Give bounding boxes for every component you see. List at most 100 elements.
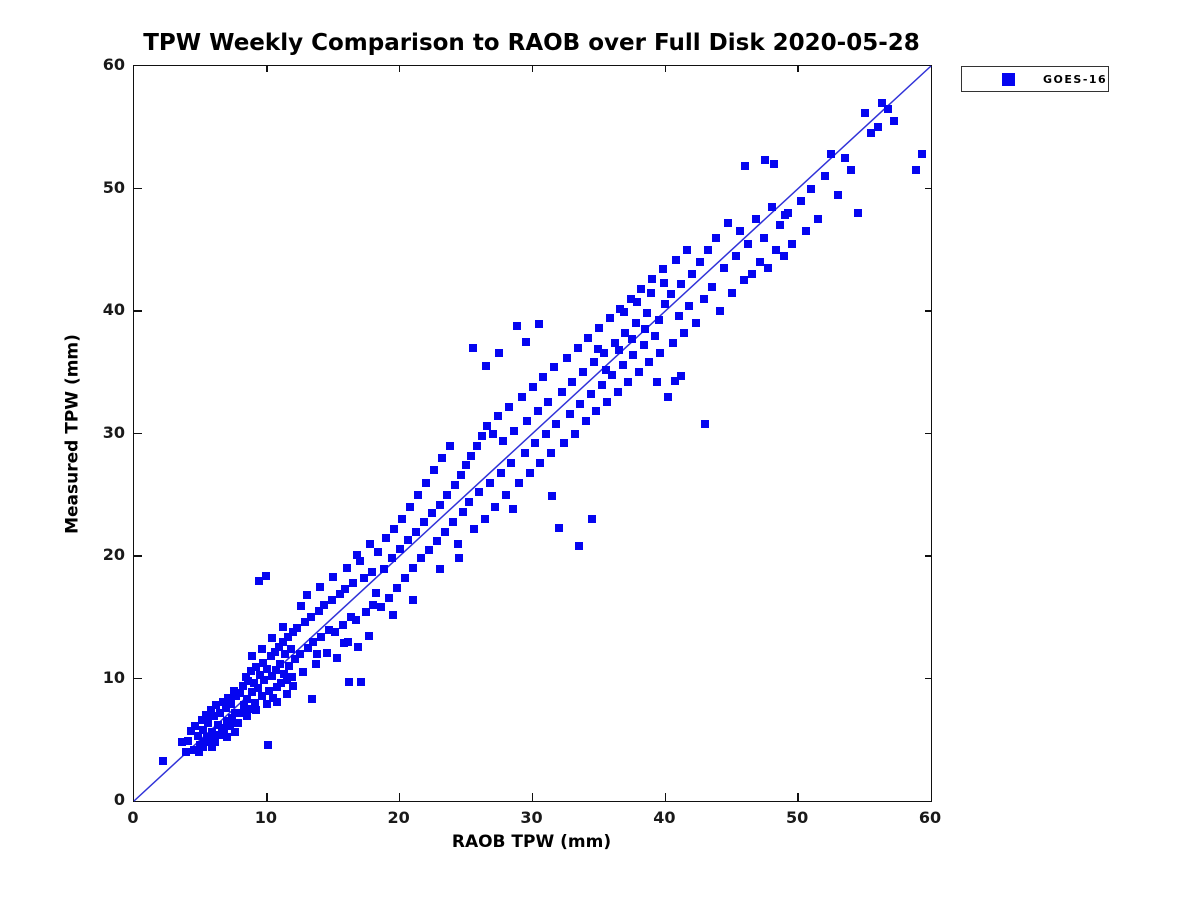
y-tick-label: 20 <box>102 545 125 564</box>
scatter-point <box>315 582 324 591</box>
scatter-point <box>775 221 784 230</box>
tick-mark <box>531 793 534 801</box>
scatter-point <box>640 341 649 350</box>
scatter-point <box>246 667 255 676</box>
scatter-point <box>456 471 465 480</box>
scatter-point <box>508 505 517 514</box>
scatter-point <box>610 338 619 347</box>
scatter-point <box>459 507 468 516</box>
tick-mark <box>134 310 142 312</box>
scatter-point <box>605 314 614 323</box>
scatter-point <box>187 727 196 736</box>
scatter-point <box>451 480 460 489</box>
scatter-point <box>632 319 641 328</box>
scatter-point <box>628 335 637 344</box>
scatter-point <box>245 705 254 714</box>
scatter-point <box>648 275 657 284</box>
scatter-point <box>290 654 299 663</box>
scatter-point <box>448 517 457 526</box>
scatter-point <box>674 311 683 320</box>
scatter-point <box>464 498 473 507</box>
scatter-point <box>298 668 307 677</box>
y-tick-label: 40 <box>102 300 125 319</box>
scatter-point <box>645 358 654 367</box>
scatter-point <box>528 382 537 391</box>
scatter-point <box>621 329 630 338</box>
scatter-point <box>660 278 668 287</box>
scatter-point <box>346 613 355 622</box>
scatter-point <box>258 658 267 667</box>
scatter-point <box>414 490 423 499</box>
scatter-point <box>195 748 204 756</box>
scatter-point <box>341 585 350 594</box>
tick-mark <box>531 66 534 72</box>
scatter-point <box>430 466 439 475</box>
scatter-point <box>211 738 220 747</box>
scatter-point <box>779 251 788 260</box>
scatter-point <box>568 378 577 387</box>
scatter-point <box>181 748 190 756</box>
scatter-point <box>159 756 168 765</box>
scatter-point <box>427 509 436 518</box>
scatter-point <box>440 527 449 536</box>
scatter-point <box>224 694 233 703</box>
scatter-point <box>330 627 339 636</box>
scatter-point <box>250 699 259 707</box>
scatter-point <box>485 478 494 487</box>
scatter-point <box>731 251 740 260</box>
scatter-point <box>389 610 398 619</box>
x-tick-label: 50 <box>786 808 809 827</box>
scatter-point <box>495 348 504 357</box>
tick-mark <box>925 310 931 312</box>
scatter-point <box>278 637 287 646</box>
scatter-point <box>362 608 371 617</box>
y-tick-label: 30 <box>102 422 125 442</box>
scatter-point <box>701 419 710 428</box>
tick-mark <box>664 66 667 72</box>
scatter-point <box>221 703 230 712</box>
scatter-point <box>601 365 610 374</box>
scatter-point <box>703 245 712 254</box>
scatter-point <box>222 733 231 742</box>
scatter-point <box>398 515 407 524</box>
scatter-point <box>873 123 882 132</box>
scatter-point <box>560 439 569 448</box>
scatter-point <box>288 673 297 682</box>
scatter-point <box>658 265 667 274</box>
scatter-point <box>435 565 444 574</box>
scatter-point <box>228 713 237 722</box>
scatter-point <box>365 631 374 640</box>
scatter-point <box>588 515 597 524</box>
scatter-point <box>264 740 273 749</box>
scatter-point <box>544 397 553 406</box>
scatter-point <box>393 583 401 592</box>
scatter-point <box>642 309 651 318</box>
scatter-point <box>677 371 686 380</box>
scatter-point <box>374 548 383 557</box>
scatter-point <box>351 615 360 624</box>
scatter-point <box>274 642 283 651</box>
scatter-point <box>654 315 663 324</box>
scatter-point <box>661 299 670 308</box>
y-tick-label: 60 <box>102 55 125 74</box>
scatter-point <box>257 691 266 700</box>
scatter-point <box>501 490 510 499</box>
scatter-point <box>727 288 736 297</box>
scatter-point <box>912 166 921 175</box>
tick-mark <box>925 677 931 680</box>
scatter-point <box>763 264 772 273</box>
scatter-point <box>814 215 823 224</box>
scatter-point <box>277 679 286 688</box>
scatter-point <box>827 150 836 159</box>
scatter-point <box>531 439 540 448</box>
scatter-point <box>193 732 202 741</box>
scatter-point <box>184 736 193 745</box>
scatter-point <box>353 550 362 559</box>
scatter-point <box>770 160 779 168</box>
scatter-point <box>293 624 302 633</box>
scatter-point <box>400 574 409 583</box>
scatter-point <box>557 387 566 396</box>
scatter-point <box>240 701 249 710</box>
tick-mark <box>266 793 268 801</box>
scatter-point <box>578 368 587 377</box>
